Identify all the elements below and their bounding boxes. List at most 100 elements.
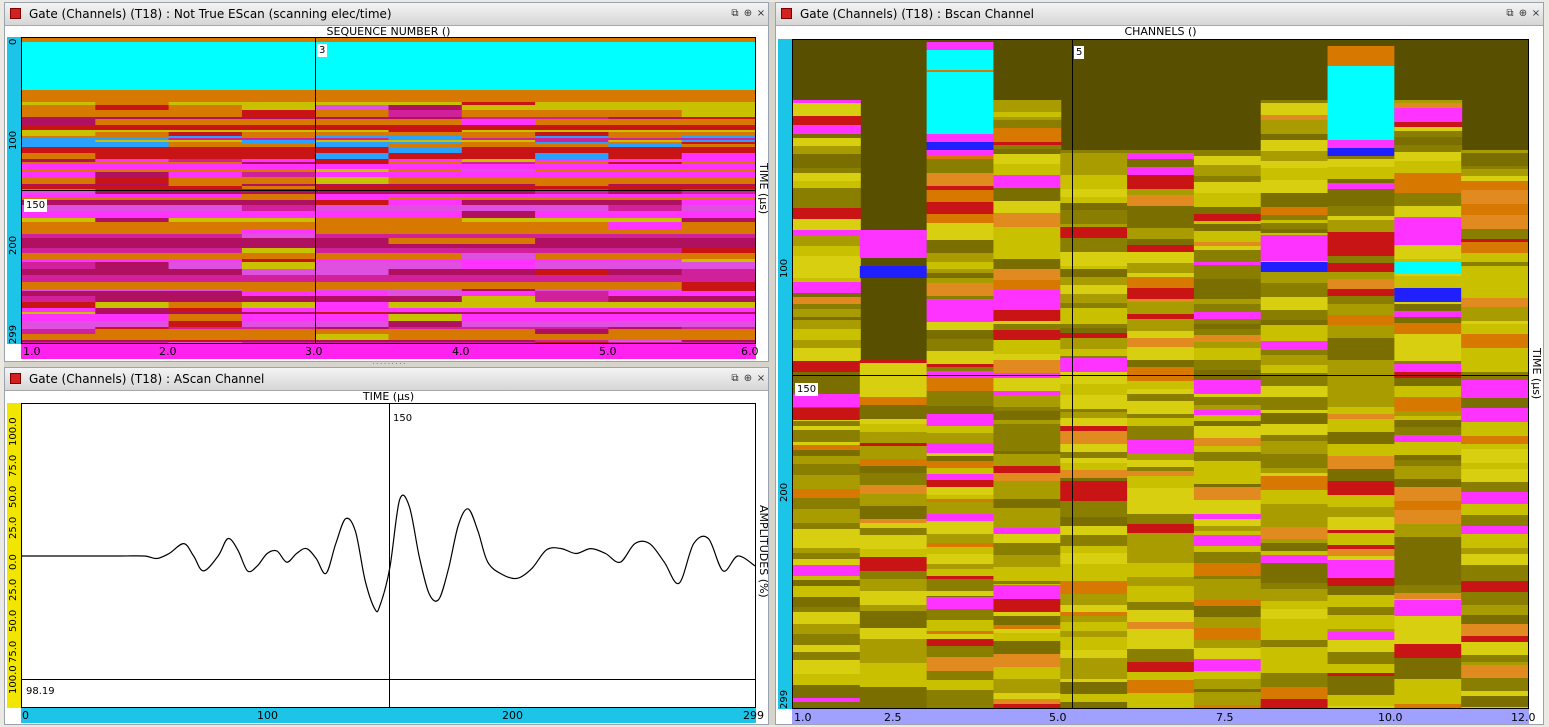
escan-x-axis[interactable] [21,344,756,359]
bscan-x-axis[interactable] [792,709,1529,724]
bscan-cell [993,117,1062,120]
bscan-cell [926,502,995,514]
bscan-titlebar[interactable]: Gate (Channels) (T18) : Bscan Channel ⧉ … [776,3,1543,26]
bscan-cell [993,616,1062,625]
bscan-cell [1461,266,1528,273]
bscan-cell [1327,279,1396,289]
restore-icon[interactable]: ⧉ [731,8,739,19]
escan-cell [388,296,463,302]
bscan-cell [1193,576,1262,579]
bscan-cell [859,494,928,506]
escan-cell [241,205,317,211]
escan-cell [608,248,683,253]
bscan-cell [1127,602,1195,610]
bscan-cell [1394,501,1463,510]
ascan-y-tick: 100.0 [8,665,19,694]
bscan-cell [926,646,995,657]
bscan-cell [1193,600,1262,606]
bscan-cell [926,468,995,474]
horizontal-splitter[interactable]: ......... [4,357,769,367]
bscan-cell [993,154,1062,164]
escan-cell [22,172,97,177]
escan-cell [608,177,683,184]
escan-cell [681,205,755,211]
bscan-cell [926,50,994,134]
bscan-cell [993,424,1062,437]
escan-cell [168,110,243,117]
bscan-cell [1127,159,1195,167]
escan-cell [315,164,390,169]
bscan-cell [1127,331,1195,338]
bscan-y-axis[interactable] [778,39,792,709]
bscan-cell [1260,235,1328,253]
restore-icon[interactable]: ⧉ [1506,8,1514,19]
bscan-plot[interactable]: 5 150 [792,39,1529,709]
ascan-plot[interactable]: 150 98.19 [21,403,756,708]
bscan-cell [926,620,995,631]
escan-titlebar[interactable]: Gate (Channels) (T18) : Not True EScan (… [5,3,768,26]
escan-cell [681,172,755,177]
bscan-cell [793,125,861,134]
pin-icon[interactable]: ⊕ [743,373,753,384]
escan-cell [608,238,683,244]
panel-icon [10,373,21,384]
escan-cell [168,117,243,119]
escan-cell [535,262,610,269]
pin-icon[interactable]: ⊕ [743,8,753,19]
restore-icon[interactable]: ⧉ [731,373,739,384]
bscan-cell [1127,524,1195,533]
bscan-cell [1127,288,1195,299]
escan-cell [22,164,97,169]
escan-cell [315,177,390,184]
vertical-splitter[interactable] [769,2,775,725]
escan-cell [315,342,390,343]
escan-cell [681,342,755,343]
escan-cell [608,186,683,189]
escan-y-axis[interactable] [7,37,21,344]
escan-cell [168,136,243,138]
escan-cell [241,102,317,105]
bscan-cell [1060,210,1129,221]
ascan-x-tick: 0 [22,709,29,722]
bscan-cell [993,625,1062,629]
bscan-cell [1260,454,1329,468]
escan-cell [168,253,243,259]
close-icon[interactable]: × [756,8,766,19]
escan-cell [168,200,243,205]
bscan-cell [1394,411,1463,416]
escan-cell [22,269,97,275]
bscan-cell [993,528,1062,534]
ascan-titlebar[interactable]: Gate (Channels) (T18) : AScan Channel ⧉ … [5,368,768,391]
escan-cell [241,248,317,253]
bscan-cell [993,360,1062,373]
escan-cell [22,110,97,117]
close-icon[interactable]: × [756,373,766,384]
close-icon[interactable]: × [1531,8,1541,19]
bscan-cell [1327,607,1396,615]
bscan-cell [1060,285,1129,294]
bscan-cell [926,377,995,391]
escan-cell [22,289,97,291]
escan-cell [22,296,97,302]
bscan-cell [1260,325,1329,333]
pin-icon[interactable]: ⊕ [1518,8,1528,19]
escan-cell [681,269,755,275]
bscan-cell [993,330,1062,340]
bscan-cell [859,624,928,628]
escan-cell [388,198,463,200]
escan-plot[interactable]: 3 150 [21,37,756,344]
ascan-x-title: TIME (µs) [362,390,415,403]
escan-cell [241,259,317,262]
bscan-cell [1193,207,1262,214]
escan-cell [535,95,610,97]
bscan-cell [1461,215,1528,229]
escan-cell [95,140,170,142]
bscan-cell [1394,103,1463,108]
ascan-x-axis[interactable] [21,708,756,723]
bscan-cell [926,214,995,223]
bscan-cell [859,639,928,653]
escan-cell [168,244,243,248]
ascan-y-axis[interactable] [7,403,21,708]
bscan-cell [859,605,928,611]
escan-cell [22,97,97,102]
